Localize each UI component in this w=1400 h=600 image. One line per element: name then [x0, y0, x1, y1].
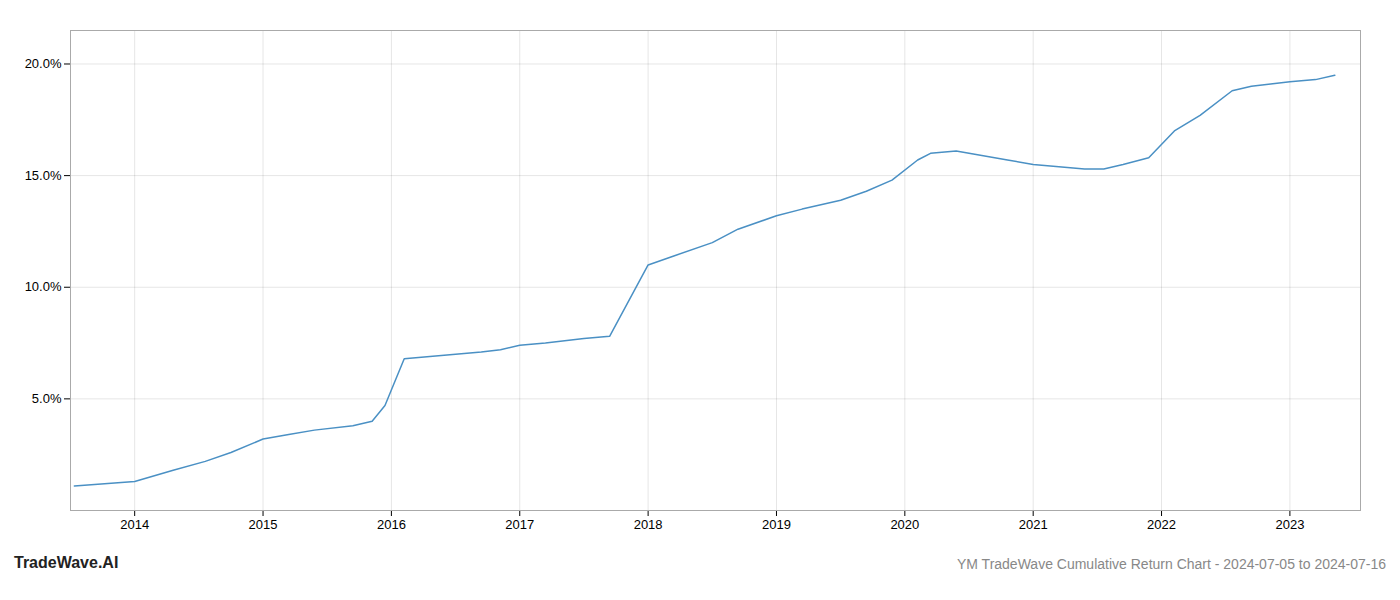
svg-text:2019: 2019 [762, 517, 791, 532]
svg-text:2021: 2021 [1019, 517, 1048, 532]
svg-text:2017: 2017 [505, 517, 534, 532]
svg-text:2023: 2023 [1275, 517, 1304, 532]
svg-text:2022: 2022 [1147, 517, 1176, 532]
svg-text:2014: 2014 [120, 517, 149, 532]
svg-text:2020: 2020 [890, 517, 919, 532]
svg-text:10.0%: 10.0% [25, 279, 62, 294]
html-text:TradeWave.AI: TradeWave.AI [14, 554, 119, 571]
svg-text:2015: 2015 [249, 517, 278, 532]
svg-text:15.0%: 15.0% [25, 168, 62, 183]
svg-text:5.0%: 5.0% [32, 391, 62, 406]
svg-text:20.0%: 20.0% [25, 56, 62, 71]
svg-text:2018: 2018 [634, 517, 663, 532]
svg-text:2016: 2016 [377, 517, 406, 532]
html-text:YM TradeWave Cumulative Return: YM TradeWave Cumulative Return Chart - 2… [957, 556, 1386, 572]
